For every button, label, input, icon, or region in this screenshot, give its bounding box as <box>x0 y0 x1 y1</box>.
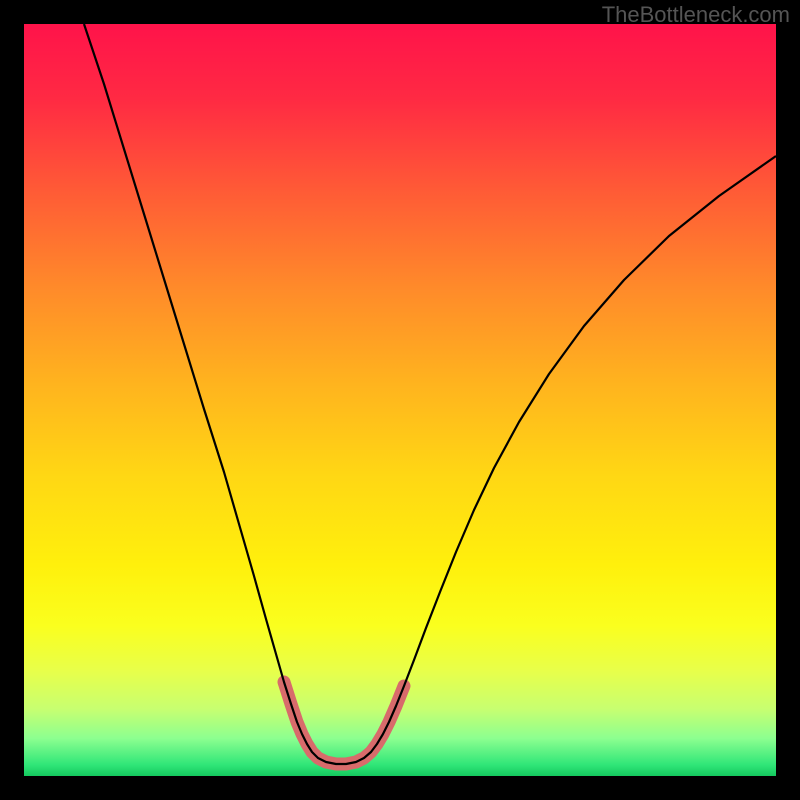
bottleneck-highlight <box>284 682 404 764</box>
watermark-text: TheBottleneck.com <box>602 2 790 28</box>
bottleneck-curve <box>84 24 776 764</box>
plot-area <box>24 24 776 776</box>
curve-layer <box>24 24 776 776</box>
